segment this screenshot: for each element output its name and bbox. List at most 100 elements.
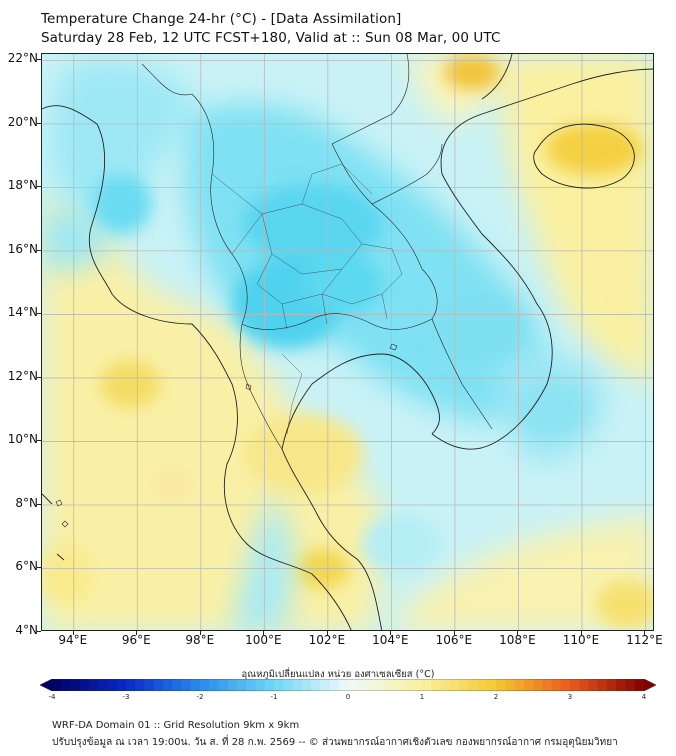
colorbar-cell	[98, 679, 108, 691]
lat-tick	[37, 631, 41, 632]
footer-credit: ปรับปรุงข้อมูล ณ เวลา 19:00น. วัน ส. ที่…	[52, 737, 618, 748]
colorbar-tick: 4	[641, 693, 647, 701]
coastlines	[42, 54, 653, 630]
lon-tick	[72, 631, 74, 635]
colorbar-cell	[486, 679, 497, 691]
lon-label: 104°E	[372, 633, 409, 647]
colorbar-cell	[588, 679, 599, 691]
map-canvas	[42, 54, 653, 630]
colorbar-cell	[153, 679, 164, 691]
colorbar-extend-low	[40, 679, 52, 691]
province-borders	[211, 163, 403, 435]
colorbar-cell	[551, 679, 562, 691]
colorbar-tick: 1	[419, 693, 425, 701]
lon-tick	[326, 631, 328, 635]
colorbar-cell	[218, 679, 229, 691]
lat-label: 22°N	[7, 51, 38, 66]
colorbar-cell	[403, 679, 414, 691]
colorbar	[40, 679, 656, 691]
colorbar-tick: -3	[122, 693, 130, 701]
lon-tick	[390, 631, 392, 635]
lat-tick	[37, 376, 41, 378]
colorbar-tick: -1	[270, 693, 278, 701]
colorbar-cell	[274, 679, 284, 691]
lon-label: 100°E	[245, 633, 282, 647]
colorbar-cell	[505, 679, 515, 691]
colorbar-cell	[523, 679, 534, 691]
colorbar-cell	[329, 679, 340, 691]
lat-label: 6°N	[15, 559, 38, 574]
islands	[55, 343, 398, 528]
colorbar-cell	[597, 679, 608, 691]
colorbar-cell	[301, 679, 312, 691]
colorbar-cell	[366, 679, 377, 691]
colorbar-cell	[163, 679, 173, 691]
lon-tick	[199, 631, 201, 635]
lon-tick	[136, 631, 138, 635]
lat-label: 12°N	[7, 368, 38, 383]
colorbar-cell	[459, 679, 469, 691]
colorbar-label: อุณหภูมิเปลี่ยนแปลง หน่วย องศาเซลเซียส (…	[241, 669, 435, 680]
lon-label: 102°E	[308, 633, 346, 647]
chart-title: Temperature Change 24-hr (°C) - [Data As…	[41, 11, 402, 27]
temperature-change-map	[41, 53, 654, 631]
lon-label: 98°E	[185, 633, 215, 647]
colorbar-cell	[385, 679, 395, 691]
colorbar-tick: -4	[48, 693, 56, 701]
lat-label: 14°N	[7, 305, 38, 320]
colorbar-cell	[126, 679, 136, 691]
lat-tick	[37, 249, 41, 251]
lon-label: 94°E	[58, 633, 88, 647]
colorbar-cell	[477, 679, 488, 691]
cold-cores	[92, 174, 587, 574]
colorbar-cell	[449, 679, 460, 691]
lat-tick	[37, 59, 41, 61]
colorbar-cell	[607, 679, 617, 691]
colorbar-cell	[255, 679, 266, 691]
lat-tick	[37, 567, 41, 569]
colorbar-tick: 3	[567, 693, 573, 701]
colorbar-cell	[181, 679, 192, 691]
colorbar-cell	[107, 679, 118, 691]
colorbar-cell	[172, 679, 182, 691]
lon-label: 106°E	[435, 633, 473, 647]
colorbar-cell	[570, 679, 580, 691]
colorbar-tick: -2	[196, 693, 204, 701]
lat-tick	[37, 122, 41, 124]
colorbar-cell	[246, 679, 256, 691]
lat-tick	[37, 186, 41, 188]
colorbar-cell	[440, 679, 451, 691]
colorbar-cell	[431, 679, 441, 691]
colorbar-cell	[209, 679, 219, 691]
colorbar-cell	[514, 679, 525, 691]
colorbar-cell	[292, 679, 303, 691]
lon-label: 112°E	[626, 633, 663, 647]
colorbar-extend-high	[644, 679, 656, 691]
colorbar-cell	[625, 679, 636, 691]
colorbar-tick: 0	[345, 693, 351, 701]
colorbar-cell	[375, 679, 386, 691]
graticule	[42, 54, 653, 630]
country-borders	[141, 54, 493, 450]
colorbar-cell	[394, 679, 404, 691]
lat-label: 4°N	[15, 623, 38, 637]
colorbar-cell	[135, 679, 145, 691]
colorbar-cell	[412, 679, 423, 691]
colorbar-cell	[496, 679, 506, 691]
colorbar-cell	[338, 679, 349, 691]
colorbar-cell	[200, 679, 210, 691]
colorbar-cell	[61, 679, 71, 691]
colorbar-cell	[227, 679, 238, 691]
colorbar-cell	[634, 679, 645, 691]
lat-label: 16°N	[7, 241, 38, 256]
colorbar-cell	[533, 679, 543, 691]
lon-label: 96°E	[121, 633, 151, 647]
lon-tick	[580, 631, 582, 635]
colorbar-cell	[283, 679, 293, 691]
lon-tick	[644, 631, 646, 635]
lon-tick	[453, 631, 455, 635]
lon-tick	[263, 631, 265, 635]
warm-hotspots	[42, 54, 653, 628]
lat-tick	[37, 313, 41, 315]
colorbar-cell	[264, 679, 275, 691]
